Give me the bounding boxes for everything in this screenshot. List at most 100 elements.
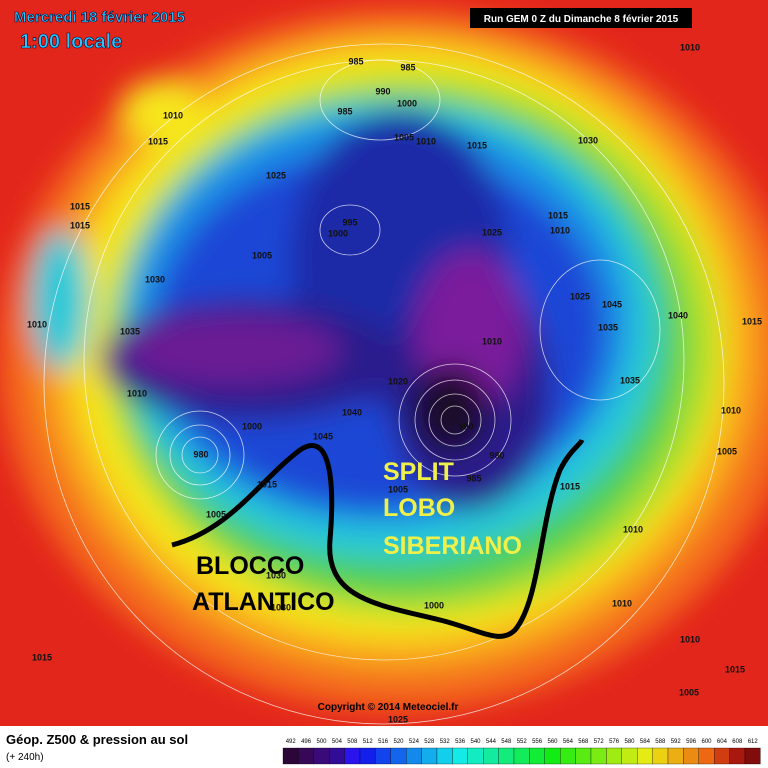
pressure-label: 1015 (548, 210, 568, 220)
annotation-line: SIBERIANO (383, 532, 522, 560)
scale-label: 576 (609, 739, 620, 745)
annotation-line: LOBO (383, 494, 455, 522)
pressure-label: 980 (489, 450, 504, 460)
pressure-label: 985 (348, 56, 363, 66)
scale-label: 548 (501, 739, 512, 745)
pressure-label: 1015 (467, 140, 487, 150)
scale-swatch (329, 747, 345, 765)
scale-swatch (390, 747, 407, 765)
annotation-line: BLOCCO (196, 552, 304, 580)
pressure-label: 1010 (27, 319, 47, 329)
scale-label: 612 (748, 739, 759, 745)
pressure-label: 1005 (388, 484, 408, 494)
pressure-label: 1035 (620, 375, 640, 385)
pressure-label: 1020 (388, 376, 408, 386)
scale-label: 600 (701, 739, 712, 745)
scale-swatch (621, 747, 638, 765)
scale-label: 608 (732, 739, 743, 745)
split-annotation: SPLIT LOBO SIBERIANO (383, 458, 522, 560)
scale-swatch (421, 747, 438, 765)
pressure-label: 1005 (679, 687, 699, 697)
scale-swatch (529, 747, 545, 765)
pressure-label: 1025 (482, 227, 502, 237)
scale-swatch (298, 747, 314, 765)
scale-swatch (652, 747, 669, 765)
scale-swatch (667, 747, 684, 765)
scale-swatch (498, 747, 515, 765)
scale-label: 588 (655, 739, 666, 745)
pressure-label: 1025 (388, 714, 408, 724)
pressure-label: 1040 (342, 407, 362, 417)
pressure-label: 1015 (560, 481, 580, 491)
pressure-label: 1010 (721, 405, 741, 415)
scale-label: 544 (486, 739, 497, 745)
pressure-label: 985 (400, 62, 415, 72)
scale-swatch (744, 747, 761, 765)
scale-swatch (560, 747, 576, 765)
footer-title: Géop. Z500 & pression au sol (6, 732, 188, 747)
scale-swatch (683, 747, 699, 765)
pressure-label: 1010 (612, 598, 632, 608)
scale-swatch (698, 747, 715, 765)
pressure-label: 980 (193, 449, 208, 459)
run: Run GEM 0 Z du Dimanche 8 février 2015 (484, 14, 679, 25)
scale-label: 568 (578, 739, 589, 745)
pressure-label: 1005 (252, 250, 272, 260)
pressure-label: 1015 (70, 201, 90, 211)
scale-swatch (359, 747, 376, 765)
pressure-label: 1005 (394, 132, 414, 142)
pressure-label: 1010 (127, 388, 147, 398)
pressure-label: 1045 (602, 299, 622, 309)
scale-label: 584 (640, 739, 651, 745)
map-field (0, 0, 768, 726)
height-field (0, 10, 768, 710)
scale-label: 520 (393, 739, 404, 745)
scale-swatch (313, 747, 330, 765)
date: Mercredi 18 février 2015 (14, 9, 185, 26)
scale-swatch (483, 747, 499, 765)
drawn-boundary (171, 438, 585, 639)
scale-swatch (282, 747, 299, 765)
color-scale: 492 496 500 504 508 512 516 520 524 528 532 536 540 5… (282, 739, 761, 765)
annotation-line: ATLANTICO (192, 588, 335, 616)
scale-label: 540 (470, 739, 481, 745)
scale-swatch (606, 747, 622, 765)
scale-label: 560 (547, 739, 558, 745)
pressure-label: 990 (375, 86, 390, 96)
pressure-label: 1005 (717, 446, 737, 456)
scale-label: 596 (686, 739, 697, 745)
block-annotation: BLOCCO ATLANTICO (192, 552, 335, 616)
pressure-label: 1040 (668, 310, 688, 320)
scale-label: 528 (424, 739, 435, 745)
pressure-label: 1015 (70, 220, 90, 230)
scale-swatch (637, 747, 653, 765)
annotation-line: SPLIT (383, 458, 454, 486)
scale-label: 492 (286, 739, 297, 745)
pressure-label: 1010 (680, 42, 700, 52)
pressure-label: 985 (337, 106, 352, 116)
scale-label: 604 (717, 739, 728, 745)
scale-swatch (344, 747, 361, 765)
scale-label: 512 (363, 739, 374, 745)
pressure-label: 1030 (578, 135, 598, 145)
scale-label: 532 (440, 739, 451, 745)
pressure-label: 995 (342, 217, 357, 227)
pressure-label: 1000 (397, 98, 417, 108)
pressure-label: 1010 (416, 136, 436, 146)
scale-label: 564 (563, 739, 574, 745)
scale-label: 572 (594, 739, 605, 745)
pressure-label: 1015 (742, 316, 762, 326)
pressure-label: 1015 (257, 479, 277, 489)
scale-label: 552 (517, 739, 528, 745)
pressure-label: 1010 (680, 634, 700, 644)
scale-label: 516 (378, 739, 389, 745)
copyright: Copyright © 2014 Meteociel.fr (318, 702, 459, 713)
pressure-label: 1005 (206, 509, 226, 519)
scale-swatch (714, 747, 730, 765)
footer-lead: (+ 240h) (6, 752, 44, 763)
scale-label: 592 (671, 739, 682, 745)
pressure-label: 1000 (424, 600, 444, 610)
pressure-label: 1035 (120, 326, 140, 336)
